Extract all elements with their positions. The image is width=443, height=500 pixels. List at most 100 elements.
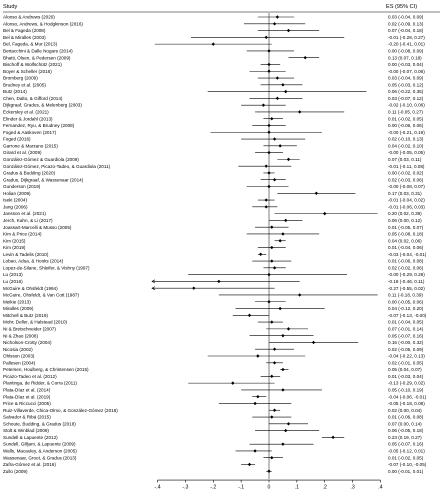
point-estimate — [281, 232, 285, 236]
es-label: 0.04 (0.02, 0.06) — [388, 238, 422, 243]
point-estimate — [253, 401, 257, 406]
study-label: Plantinga, de Ridder, & Corra (2011) — [3, 381, 77, 386]
study-label: Levin & Tadelis (2010) — [3, 252, 49, 257]
study-row: Eckersley et al. (2021) 0.11 (-0.05, 0.27… — [3, 110, 423, 115]
study-rows: Alonso & Andrews (2020) 0.03 (-0.04, 0.09… — [3, 15, 427, 474]
study-label: Picazo-Tadeo et al. (2012) — [3, 374, 57, 379]
study-row: Jerch, Kahn, & Li (2017) 0.06 (0.00, 0.12… — [3, 218, 422, 223]
study-row: Kim & Price (2014) 0.05 (-0.08, 0.18) — [3, 232, 424, 237]
study-label: Gradus, Dijkgraaf, & Wassenaar (2014) — [3, 177, 84, 182]
point-estimate — [311, 340, 316, 345]
study-row: Joassart-Marcelli & Musso (2005) 0.01 (-0… — [3, 225, 424, 230]
study-column-header: Study — [3, 4, 18, 10]
study-label: González-Gómez & Guardiola (2009) — [3, 157, 79, 162]
x-tick-label: -.4 — [155, 485, 161, 491]
study-row: Zafra-Gómez et al. (2016) -0.07 (-0.10, -… — [3, 462, 427, 467]
study-label: Bertacchini & Dalle Nogare (2014) — [3, 49, 73, 54]
x-axis: -.4 -.3 -.2 -.1 0 .1 .2 .3 .4 — [155, 13, 383, 491]
study-label: McGuire, Ohsfeldt, & Van Cott (1987) — [3, 293, 79, 298]
study-label: Zullo (2009) — [3, 469, 28, 474]
es-label: -0.00 (-0.05, 0.05) — [388, 150, 425, 155]
es-label: 0.16 (-0.00, 0.32) — [388, 340, 424, 345]
es-label: 0.05 (-0.07, 0.16) — [388, 442, 424, 447]
point-estimate — [297, 293, 302, 297]
study-row: González-Gómez, Picazo-Tadeo, & Guardiol… — [3, 164, 425, 169]
es-label: 0.06 (0.00, 0.12) — [388, 218, 422, 223]
es-label: 0.01 (-0.02, 0.05) — [388, 116, 424, 121]
es-label: -0.02 (-0.10, 0.06) — [388, 103, 425, 108]
study-row: McGuire, Ohsfeldt, & Van Cott (1987) 0.11… — [3, 293, 423, 298]
point-estimate — [247, 462, 252, 467]
study-label: Petersen, Houlberg, & Christensen (2015) — [3, 367, 89, 372]
point-estimate — [281, 333, 285, 338]
es-label: 0.00 (-0.03, 0.04) — [388, 62, 424, 67]
study-row: Ruiz-Villaverde, Chica-Olmo, & González-… — [3, 408, 422, 413]
study-label: Bhatti, Olsen, & Pedersen (2009) — [3, 55, 71, 60]
point-estimate — [278, 144, 282, 148]
study-label: Lopez-de-Silane, Shleifer, & Vishny (199… — [3, 265, 90, 270]
study-label: Bromberg (2009) — [3, 76, 38, 81]
es-label: -0.05 (-0.12, 0.01) — [388, 449, 425, 454]
study-label: Kim (2015) — [3, 238, 26, 243]
study-label: McGuire & Ohsfeldt (1994) — [3, 286, 58, 291]
study-label: Lu (2016) — [3, 279, 23, 284]
study-label: Pallesen (2004) — [3, 360, 36, 365]
study-label: Gradus & Budding (2020) — [3, 171, 56, 176]
point-estimate — [278, 239, 282, 243]
study-row: Elinder & Jordahl (2013) 0.01 (-0.02, 0.0… — [3, 116, 424, 121]
es-label: -0.00 (-0.08, 0.07) — [388, 184, 425, 189]
study-label: Salvador & Ribá (2015) — [3, 415, 51, 420]
es-label: 0.01 (-0.06, 0.08) — [388, 415, 424, 420]
study-row: Dijkgraaf, Gradus, & Melenberg (2003) -0.… — [3, 103, 425, 108]
es-label: 0.03 (-0.07, 0.12) — [388, 96, 424, 101]
x-tick-label: -.2 — [210, 485, 216, 491]
point-estimate — [270, 259, 274, 263]
es-label: 0.07 (0.00, 0.14) — [388, 421, 422, 426]
study-row: Meikie (2013) 0.00 (-0.05, 0.06) — [3, 299, 424, 304]
es-label: 0.01 (-0.04, 0.06) — [388, 245, 424, 250]
study-row: Chen, Dalto, & Gifford (2014) 0.03 (-0.07… — [3, 96, 424, 101]
point-estimate — [261, 103, 266, 107]
point-estimate — [270, 374, 274, 379]
ci-arrow-left — [151, 286, 156, 291]
point-estimate — [281, 367, 285, 372]
study-label: Bel, Fageda, & Mur (2013) — [3, 42, 58, 47]
study-label: Gunderson (2019) — [3, 184, 41, 189]
es-label: -0.01 (-0.04, 0.02) — [388, 198, 425, 203]
es-label: 0.02 (-0.01, 0.05) — [388, 360, 424, 365]
x-tick-label: .3 — [350, 485, 354, 491]
study-label: Plata-Díaz et al. (2014) — [3, 388, 51, 393]
study-row: Nicholson-Crotty (2004) 0.16 (-0.00, 0.32… — [3, 340, 424, 345]
study-row: Ni & Bretschneider (2007) 0.07 (-0.01, 0.… — [3, 326, 424, 331]
study-row: Levin & Tadelis (2010) -0.03 (-0.04, -0.0… — [3, 252, 427, 257]
es-label: -0.04 (-0.06, -0.01) — [388, 394, 427, 399]
es-label: 0.06 (-0.22, 0.35) — [388, 89, 424, 94]
es-label: -0.01 (-0.28, 0.27) — [388, 35, 425, 40]
study-label: Stolt & Winblad (2009) — [3, 428, 49, 433]
study-row: Plata-Díaz et al. (2014) 0.05 (-0.10, 0.1… — [3, 388, 424, 393]
study-label: Boyer & Scheller (2018) — [3, 69, 52, 74]
study-label: Iseki (2004) — [3, 198, 27, 203]
es-label: -0.01 (-0.11, 0.08) — [388, 164, 425, 169]
es-label: 0.00 (-0.05, 0.06) — [388, 299, 424, 304]
study-label: Miralles (2009) — [3, 306, 34, 311]
study-label: Brudney et al. (2005) — [3, 82, 46, 87]
es-label: 0.05 (0.04, 0.07) — [388, 367, 422, 372]
x-tick-label: .2 — [323, 485, 327, 491]
study-row: Sundell, Gilljam, & Lapuente (2009) 0.05 … — [3, 442, 424, 447]
es-label: 0.01 (-0.04, 0.05) — [388, 320, 424, 325]
study-label: Ni & Bretschneider (2007) — [3, 326, 56, 331]
study-row: Ni & Zhao (2008) 0.05 (-0.07, 0.16) — [3, 333, 424, 338]
point-estimate — [247, 313, 252, 318]
study-row: Iseki (2004) -0.01 (-0.04, 0.02) — [3, 198, 425, 203]
point-estimate — [270, 245, 274, 250]
es-label: 0.01 (-0.03, 0.04) — [388, 374, 424, 379]
study-row: Jang (2006) -0.01 (-0.06, 0.03) — [3, 204, 425, 209]
es-label: 0.23 (0.19, 0.27) — [388, 435, 422, 440]
es-label: 0.01 (-0.02, 0.05) — [388, 455, 424, 460]
study-row: Schoute, Budding, & Gradus (2018) 0.07 (0… — [3, 421, 422, 426]
study-row: Plata-Díaz et al. (2019) -0.04 (-0.06, -0… — [3, 394, 427, 399]
study-label: Mohr, Deller, & Halstead (2010) — [3, 320, 68, 325]
study-label: Chen, Dalto, & Gifford (2014) — [3, 96, 63, 101]
es-label: -0.05 (-0.18, 0.08) — [388, 401, 425, 406]
